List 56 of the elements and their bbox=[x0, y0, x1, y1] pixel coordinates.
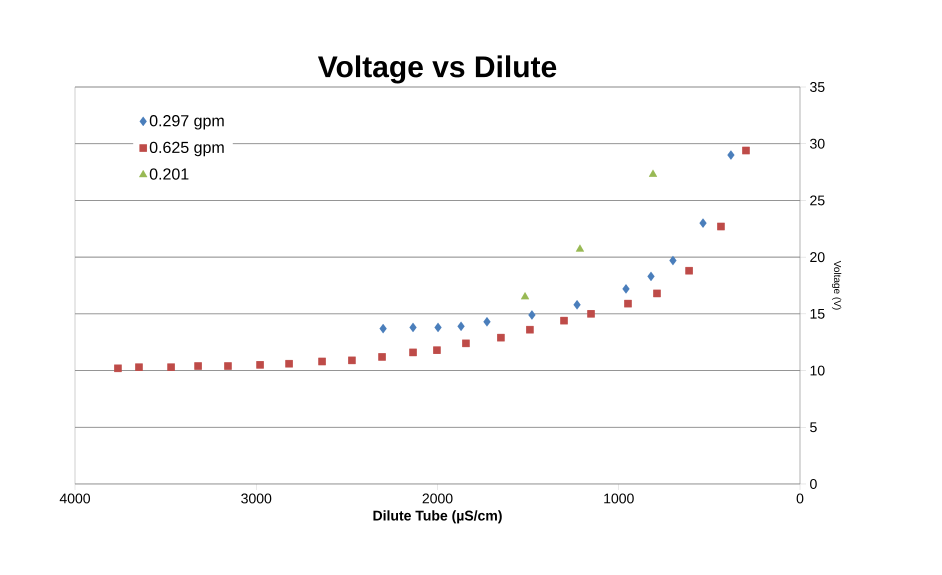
point bbox=[526, 326, 534, 334]
point bbox=[114, 364, 122, 372]
point bbox=[685, 266, 693, 275]
x-tick-label: 2000 bbox=[422, 494, 453, 504]
point bbox=[576, 244, 584, 252]
point bbox=[224, 362, 232, 370]
point bbox=[285, 360, 293, 368]
point bbox=[318, 358, 326, 366]
y-tick-label: 25 bbox=[810, 195, 825, 206]
x-axis-title: Dilute Tube (µS/cm) bbox=[373, 510, 502, 524]
point bbox=[462, 340, 470, 348]
y-tick-label: 10 bbox=[810, 366, 825, 376]
x-tick-label: 3000 bbox=[241, 494, 272, 504]
y-tick-label: 5 bbox=[810, 422, 817, 432]
point bbox=[624, 300, 632, 308]
point bbox=[647, 272, 655, 282]
point bbox=[497, 334, 505, 342]
y-tick-label: 20 bbox=[810, 252, 825, 262]
y-tick-label: 30 bbox=[810, 138, 825, 149]
chart-title: Voltage vs Dilute bbox=[318, 55, 556, 84]
legend-label: 0.201 bbox=[150, 168, 188, 180]
point bbox=[483, 316, 491, 327]
point bbox=[648, 170, 658, 177]
point bbox=[520, 292, 530, 300]
point bbox=[560, 316, 568, 324]
point bbox=[727, 150, 735, 160]
point bbox=[622, 284, 630, 294]
point bbox=[573, 300, 581, 310]
point bbox=[135, 363, 143, 371]
y-tick-label: 0 bbox=[810, 479, 817, 489]
point bbox=[699, 218, 707, 228]
legend-label: 0.625 gpm bbox=[150, 142, 224, 156]
point bbox=[348, 356, 356, 364]
point bbox=[378, 353, 386, 361]
point bbox=[256, 361, 264, 369]
point bbox=[433, 346, 441, 354]
y-tick-label: 15 bbox=[810, 308, 825, 319]
point bbox=[167, 363, 175, 371]
point bbox=[669, 256, 677, 266]
point bbox=[409, 348, 417, 356]
x-tick-label: 1000 bbox=[604, 494, 634, 504]
point bbox=[457, 322, 465, 332]
point bbox=[434, 322, 442, 332]
point bbox=[194, 362, 202, 370]
point bbox=[528, 310, 536, 320]
point bbox=[587, 310, 595, 318]
point bbox=[653, 290, 661, 298]
point bbox=[409, 322, 417, 332]
y-axis-title: Voltage (V) bbox=[832, 260, 842, 310]
x-tick-label: 0 bbox=[796, 494, 804, 504]
point bbox=[742, 146, 750, 154]
legend-label: 0.297 gpm bbox=[150, 115, 224, 130]
point bbox=[379, 324, 387, 334]
point bbox=[717, 222, 725, 230]
x-tick-label: 4000 bbox=[60, 494, 90, 504]
y-tick-label: 35 bbox=[810, 82, 825, 92]
